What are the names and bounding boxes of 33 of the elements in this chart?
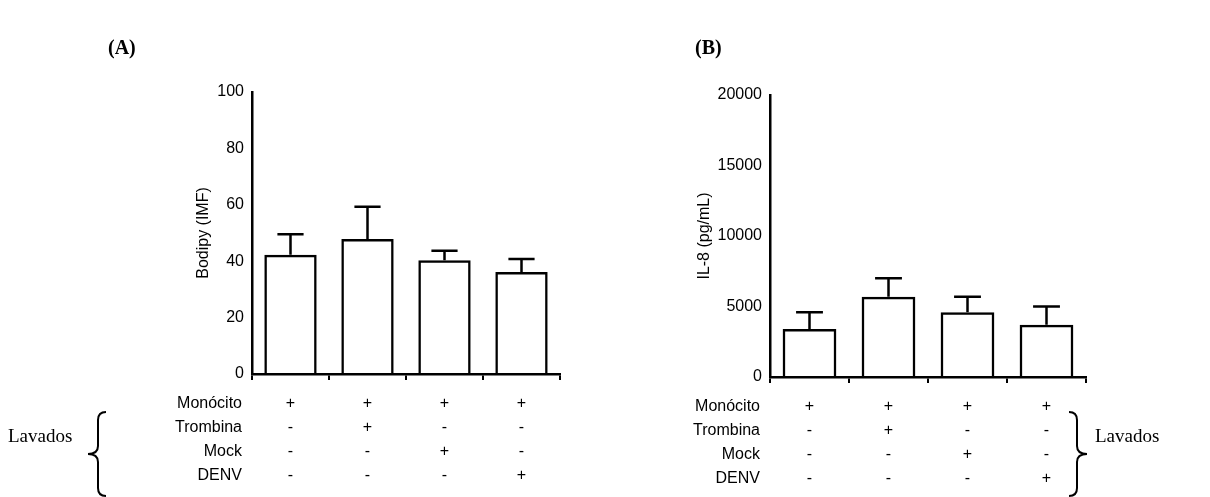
text: Monócito: [177, 394, 243, 412]
text: Mock: [721, 445, 761, 463]
text: DENV: [715, 469, 761, 487]
y-tick-label: 20000: [717, 85, 763, 103]
x-tick-label: + - + -: [962, 397, 973, 487]
text: Mock: [203, 442, 243, 460]
y-axis-title: Bodipy (IMF): [194, 187, 212, 279]
text: DENV: [197, 466, 243, 484]
y-tick-label: 5000: [726, 296, 763, 314]
x-tick-label: + + - -: [362, 394, 373, 484]
x-tick-label: + - - +: [516, 394, 527, 484]
x-tick-label: + - - -: [285, 394, 296, 484]
x-tick-label: + - + -: [439, 394, 450, 484]
chart-title: (A): [108, 36, 136, 59]
y-tick-label: 0: [753, 367, 763, 385]
x-tick-label: + - - -: [804, 397, 815, 487]
y-tick-label: 20: [226, 308, 245, 326]
text: Lavados: [8, 425, 73, 447]
y-tick-label: 60: [226, 195, 245, 213]
x-tick-label: + - - +: [1041, 397, 1052, 487]
y-tick-label: 15000: [717, 155, 763, 173]
text: Trombina: [693, 421, 761, 439]
y-tick-label: 80: [226, 138, 245, 156]
y-axis-title: IL-8 (pg/mL): [695, 192, 713, 280]
text: Lavados: [1095, 425, 1160, 447]
y-tick-label: 40: [226, 251, 245, 269]
y-tick-label: 0: [235, 364, 245, 382]
chart-title: (B): [695, 36, 722, 59]
text: Trombina: [175, 418, 243, 436]
text: Monócito: [695, 397, 761, 415]
y-tick-label: 100: [217, 82, 245, 100]
x-tick-label: + + - -: [883, 397, 894, 487]
y-tick-label: 10000: [717, 226, 763, 244]
